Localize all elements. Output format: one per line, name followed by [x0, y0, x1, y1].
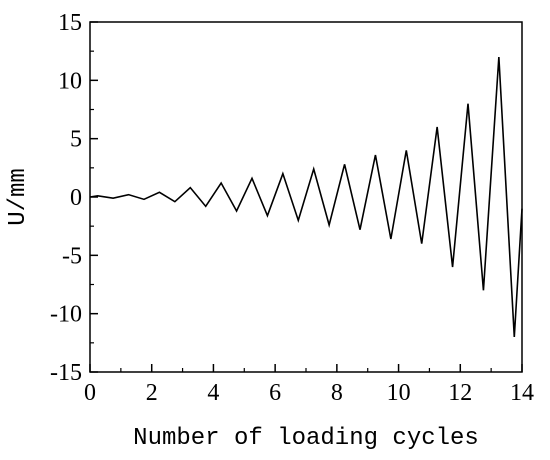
y-tick-label: -15 — [50, 360, 82, 386]
series-line — [89, 56, 523, 338]
y-tick-label: -5 — [62, 243, 82, 269]
y-tick-label: 15 — [58, 10, 82, 36]
y-tick-label: -10 — [50, 302, 82, 328]
x-tick-label: 4 — [207, 380, 219, 406]
x-axis-title: Number of loading cycles — [133, 425, 479, 452]
x-tick-label: 14 — [510, 380, 534, 406]
axis-ticks — [89, 21, 523, 373]
x-tick-label: 12 — [448, 380, 472, 406]
y-tick-label: 5 — [70, 127, 82, 153]
x-tick-label: 0 — [84, 380, 96, 406]
chart-marks — [89, 56, 523, 338]
x-tick-label: 8 — [331, 380, 343, 406]
x-tick-label: 10 — [387, 380, 411, 406]
x-tick-label: 6 — [269, 380, 281, 406]
y-tick-label: 10 — [58, 68, 82, 94]
x-tick-label: 2 — [146, 380, 158, 406]
y-tick-label: 0 — [70, 185, 82, 211]
axis-tick-labels: 0 2 4 6 8 10 12 14 -15 -10 -5 0 5 10 15 — [50, 10, 534, 406]
y-axis-title: U/mm — [5, 168, 32, 226]
